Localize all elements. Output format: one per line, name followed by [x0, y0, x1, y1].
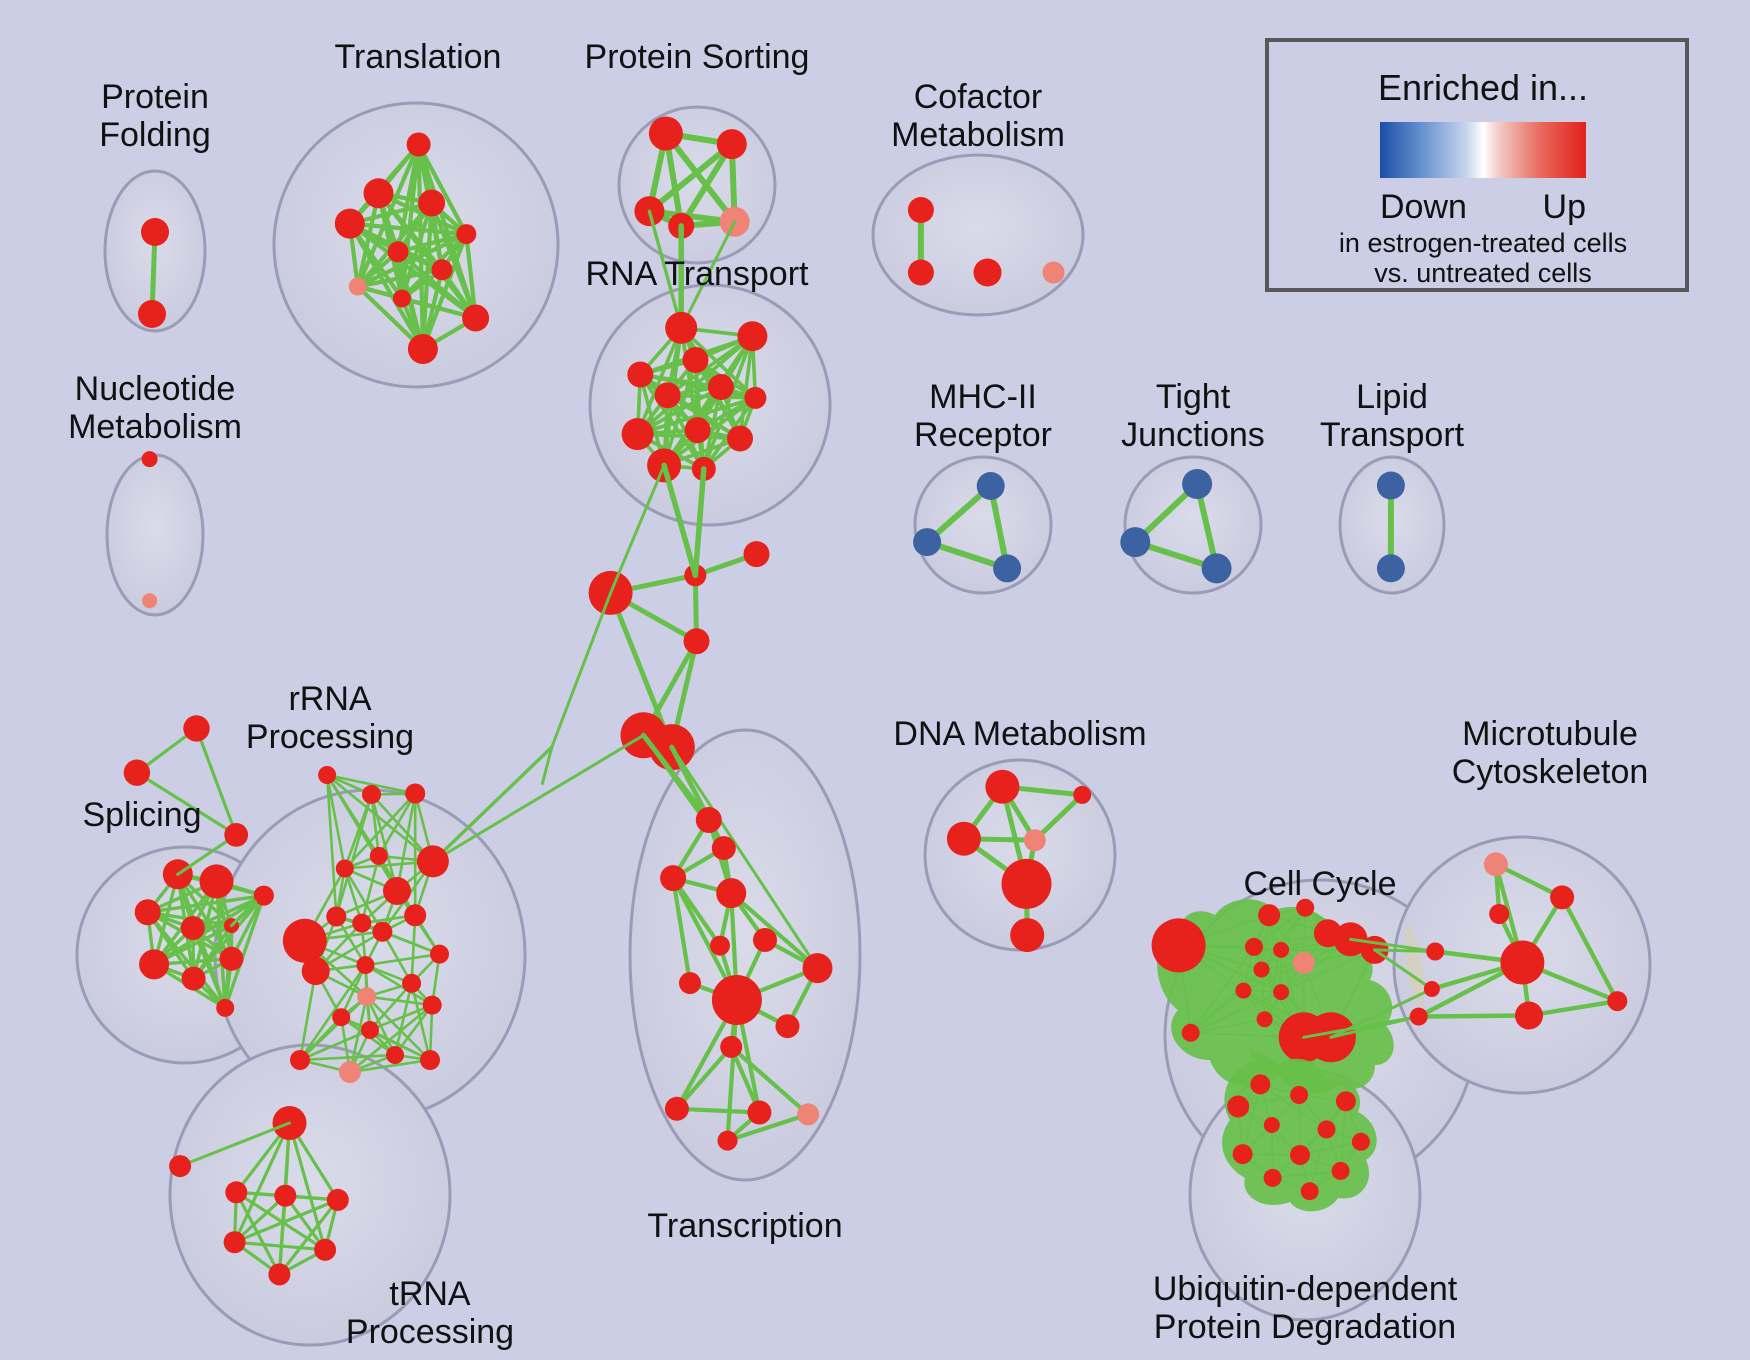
svg-text:RNA Transport: RNA Transport	[586, 255, 810, 293]
svg-text:Up: Up	[1543, 188, 1586, 226]
svg-text:Splicing: Splicing	[82, 796, 201, 834]
svg-text:rRNA: rRNA	[288, 680, 371, 718]
svg-text:tRNA: tRNA	[389, 1275, 471, 1313]
svg-text:Nucleotide: Nucleotide	[75, 370, 236, 408]
svg-text:Ubiquitin-dependent: Ubiquitin-dependent	[1153, 1270, 1458, 1308]
svg-text:Processing: Processing	[246, 718, 414, 756]
svg-text:Transcription: Transcription	[647, 1207, 842, 1245]
svg-text:Lipid: Lipid	[1356, 378, 1428, 416]
svg-text:Folding: Folding	[99, 116, 211, 154]
svg-text:Cytoskeleton: Cytoskeleton	[1452, 753, 1649, 791]
svg-text:Metabolism: Metabolism	[68, 408, 242, 446]
svg-text:Microtubule: Microtubule	[1462, 715, 1638, 753]
svg-text:Tight: Tight	[1156, 378, 1231, 416]
svg-text:Receptor: Receptor	[914, 416, 1052, 454]
svg-text:Protein Degradation: Protein Degradation	[1154, 1308, 1456, 1346]
svg-text:Transport: Transport	[1320, 416, 1465, 454]
svg-text:Junctions: Junctions	[1121, 416, 1265, 454]
svg-text:Cell Cycle: Cell Cycle	[1243, 865, 1396, 903]
svg-text:Enriched in...: Enriched in...	[1378, 67, 1588, 108]
svg-text:Cofactor: Cofactor	[914, 78, 1043, 116]
svg-text:in estrogen-treated cells: in estrogen-treated cells	[1339, 228, 1627, 258]
svg-text:Metabolism: Metabolism	[891, 116, 1065, 154]
svg-text:Protein Sorting: Protein Sorting	[585, 38, 810, 76]
svg-text:Protein: Protein	[101, 78, 209, 116]
svg-text:MHC-II: MHC-II	[929, 378, 1037, 416]
svg-text:Translation: Translation	[335, 38, 502, 76]
svg-text:Down: Down	[1380, 188, 1467, 226]
svg-text:Processing: Processing	[346, 1313, 514, 1351]
svg-text:DNA Metabolism: DNA Metabolism	[893, 715, 1146, 753]
svg-text:vs. untreated cells: vs. untreated cells	[1374, 258, 1592, 288]
